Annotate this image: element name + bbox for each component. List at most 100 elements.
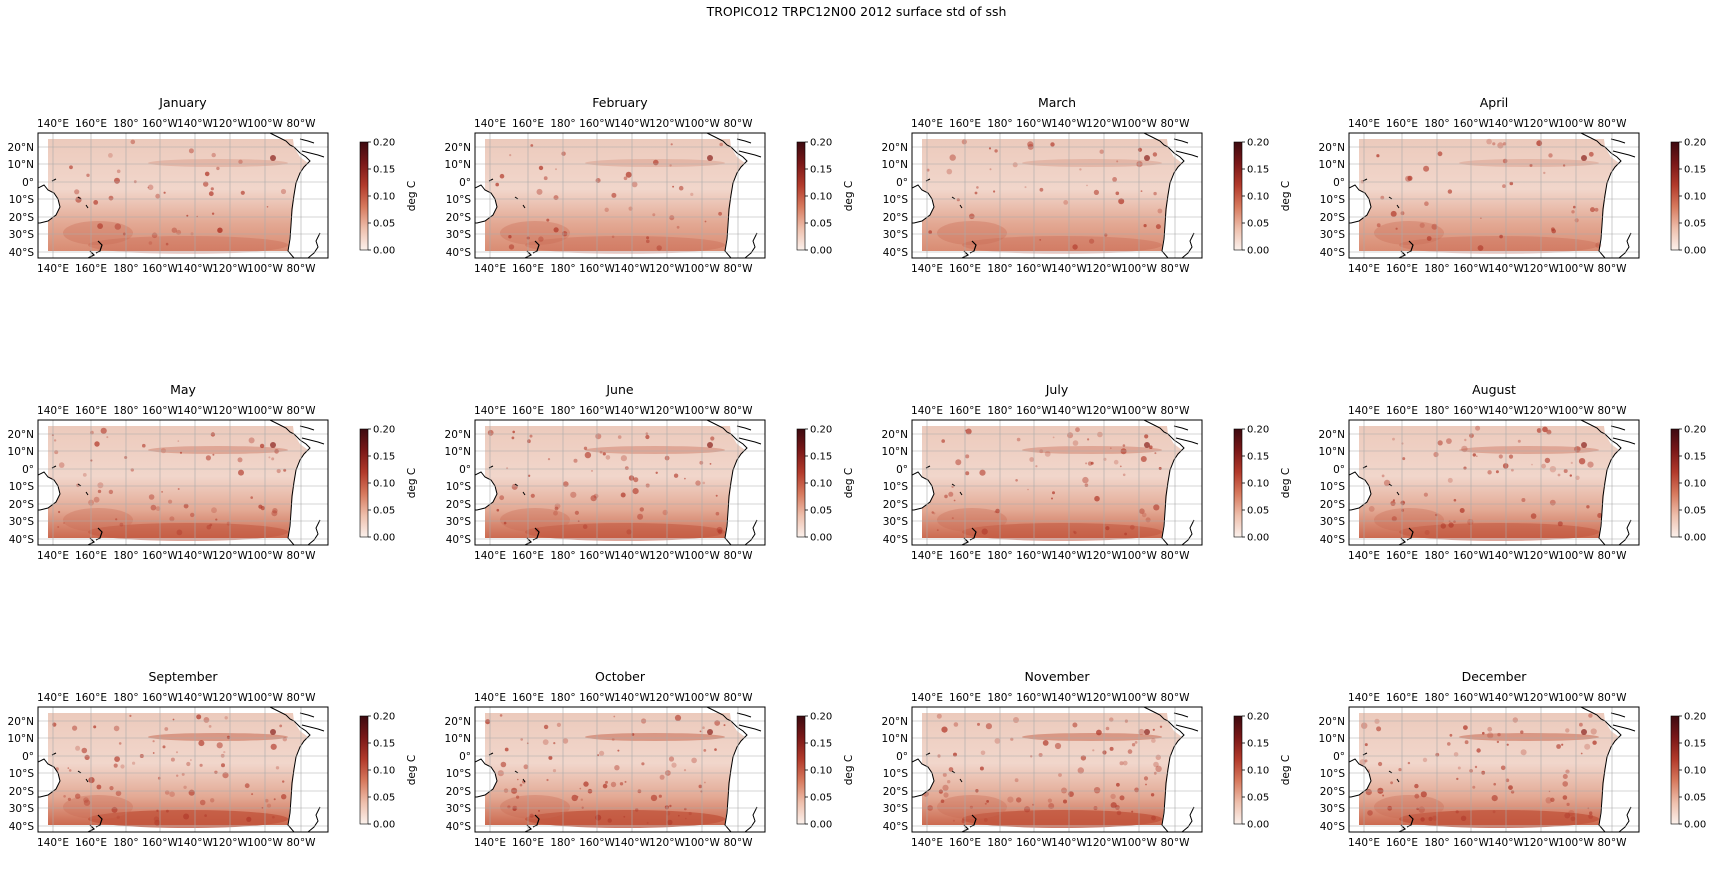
lon-tick-label: 140°E bbox=[1348, 118, 1380, 130]
lon-tick-label: 160°E bbox=[75, 118, 107, 130]
colorbar-tick-label: 0.20 bbox=[373, 712, 395, 723]
colorbar-gradient bbox=[1670, 428, 1680, 538]
lat-tick-label: 10°N bbox=[882, 733, 908, 745]
lat-tick-label: 40°S bbox=[1320, 247, 1346, 259]
lon-tick-label: 140°W bbox=[1051, 405, 1087, 417]
lon-tick-label: 160°E bbox=[75, 550, 107, 562]
colorbar-gradient bbox=[796, 141, 806, 251]
colorbar-tick-label: 0.00 bbox=[810, 246, 832, 257]
lon-tick-label: 120°W bbox=[1523, 692, 1559, 704]
colorbar-tick-label: 0.20 bbox=[1684, 138, 1706, 149]
lon-tick-label: 100°W bbox=[1121, 692, 1157, 704]
lon-tick-label: 160°E bbox=[1386, 692, 1418, 704]
lon-tick-label: 120°W bbox=[212, 405, 248, 417]
map-panel-april: April 140°E 140°E 160°E 160°E 180° 180° 160°W 16… bbox=[1319, 95, 1707, 275]
lat-tick-label: 0° bbox=[1333, 751, 1345, 763]
lon-tick-label: 120°W bbox=[1086, 263, 1122, 275]
lon-tick-label: 160°E bbox=[512, 837, 544, 849]
lon-tick-label: 160°W bbox=[579, 837, 615, 849]
lon-tick-label: 180° bbox=[1424, 118, 1449, 130]
colorbar-label: deg C bbox=[1280, 468, 1292, 498]
map-panel-july: July 140°E 140°E 160°E 160°E 180° 180° 160°W 160… bbox=[882, 382, 1292, 562]
lon-tick-label: 140°E bbox=[1348, 550, 1380, 562]
panel-title: January bbox=[158, 95, 207, 110]
colorbar-gradient bbox=[359, 428, 369, 538]
map-field bbox=[912, 420, 1202, 545]
lat-tick-label: 20°N bbox=[1319, 429, 1345, 441]
map-field bbox=[1349, 707, 1639, 832]
lon-tick-label: 140°W bbox=[614, 263, 650, 275]
lon-tick-label: 120°W bbox=[212, 118, 248, 130]
lat-tick-label: 0° bbox=[459, 464, 471, 476]
colorbar-label: deg C bbox=[843, 181, 855, 211]
lon-tick-label: 100°W bbox=[1121, 118, 1157, 130]
colorbar-tick-label: 0.10 bbox=[373, 192, 395, 203]
lon-tick-label: 140°W bbox=[177, 837, 213, 849]
colorbar-tick-label: 0.20 bbox=[810, 138, 832, 149]
lon-tick-label: 120°W bbox=[649, 263, 685, 275]
colorbar-tick-label: 0.05 bbox=[1684, 793, 1706, 804]
lat-tick-label: 30°S bbox=[1320, 229, 1346, 241]
lon-tick-label: 160°W bbox=[1453, 837, 1489, 849]
lon-tick-label: 160°W bbox=[579, 118, 615, 130]
lat-tick-label: 10°N bbox=[882, 159, 908, 171]
colorbar-tick-label: 0.15 bbox=[1684, 739, 1706, 750]
colorbar-tick-label: 0.15 bbox=[810, 452, 832, 463]
panel-title: October bbox=[595, 669, 646, 684]
lon-tick-label: 100°W bbox=[1558, 550, 1594, 562]
lon-tick-label: 100°W bbox=[247, 550, 283, 562]
colorbar-tick-label: 0.10 bbox=[373, 479, 395, 490]
lon-tick-label: 100°W bbox=[247, 692, 283, 704]
lat-tick-label: 20°N bbox=[445, 716, 471, 728]
lat-tick-label: 0° bbox=[22, 177, 34, 189]
lon-tick-label: 180° bbox=[987, 550, 1012, 562]
lon-tick-label: 160°E bbox=[75, 263, 107, 275]
colorbar-tick-label: 0.15 bbox=[1247, 165, 1269, 176]
lon-tick-label: 160°E bbox=[1386, 263, 1418, 275]
colorbar-tick-label: 0.00 bbox=[373, 533, 395, 544]
lon-tick-label: 100°W bbox=[684, 405, 720, 417]
colorbar-label: deg C bbox=[406, 468, 418, 498]
map-frame bbox=[1348, 419, 1640, 546]
map-field bbox=[38, 133, 328, 258]
lon-tick-label: 160°W bbox=[1453, 405, 1489, 417]
colorbar-tick-label: 0.15 bbox=[373, 452, 395, 463]
lon-tick-label: 140°E bbox=[1348, 405, 1380, 417]
lon-tick-label: 160°W bbox=[142, 118, 178, 130]
colorbar-tick-label: 0.10 bbox=[810, 192, 832, 203]
colorbar-tick-label: 0.20 bbox=[810, 712, 832, 723]
map-panel-may: May 140°E 140°E 160°E 160°E 180° 180° 160°W 160°… bbox=[8, 382, 418, 562]
lat-tick-label: 10°S bbox=[446, 194, 472, 206]
lon-tick-label: 160°E bbox=[949, 550, 981, 562]
lon-tick-label: 100°W bbox=[1121, 405, 1157, 417]
lat-tick-label: 20°S bbox=[9, 499, 35, 511]
lon-tick-label: 80°W bbox=[287, 837, 317, 849]
lon-tick-label: 80°W bbox=[724, 118, 754, 130]
map-panel-october: October 140°E 140°E 160°E 160°E 180° 180° 160°W… bbox=[445, 669, 855, 849]
lon-tick-label: 160°E bbox=[1386, 118, 1418, 130]
map-panel-august: August140°E140°E160°E160°E180°180°160°W1… bbox=[1319, 382, 1707, 562]
lon-tick-label: 160°W bbox=[142, 837, 178, 849]
map-panel-september: September 140°E 140°E 160°E 160°E 180° 180° 160… bbox=[8, 669, 418, 849]
colorbar-label: deg C bbox=[1280, 755, 1292, 785]
lon-tick-label: 140°W bbox=[614, 550, 650, 562]
lat-tick-label: 40°S bbox=[883, 821, 909, 833]
panel-title: April bbox=[1480, 95, 1509, 110]
colorbar-tick-label: 0.20 bbox=[1684, 712, 1706, 723]
colorbar-gradient bbox=[359, 715, 369, 825]
lat-tick-label: 20°N bbox=[1319, 716, 1345, 728]
lat-tick-label: 20°S bbox=[9, 786, 35, 798]
lon-tick-label: 140°E bbox=[911, 405, 943, 417]
lat-tick-label: 0° bbox=[459, 177, 471, 189]
lon-tick-label: 140°W bbox=[614, 405, 650, 417]
lon-tick-label: 100°W bbox=[684, 550, 720, 562]
colorbar-gradient bbox=[1233, 428, 1243, 538]
lon-tick-label: 80°W bbox=[287, 118, 317, 130]
lon-tick-label: 160°W bbox=[1016, 550, 1052, 562]
lon-tick-label: 140°W bbox=[177, 550, 213, 562]
lat-tick-label: 30°S bbox=[446, 229, 472, 241]
lon-tick-label: 80°W bbox=[1598, 837, 1628, 849]
lat-tick-label: 30°S bbox=[883, 516, 909, 528]
lat-tick-label: 30°S bbox=[9, 803, 35, 815]
colorbar-tick-label: 0.10 bbox=[1247, 192, 1269, 203]
